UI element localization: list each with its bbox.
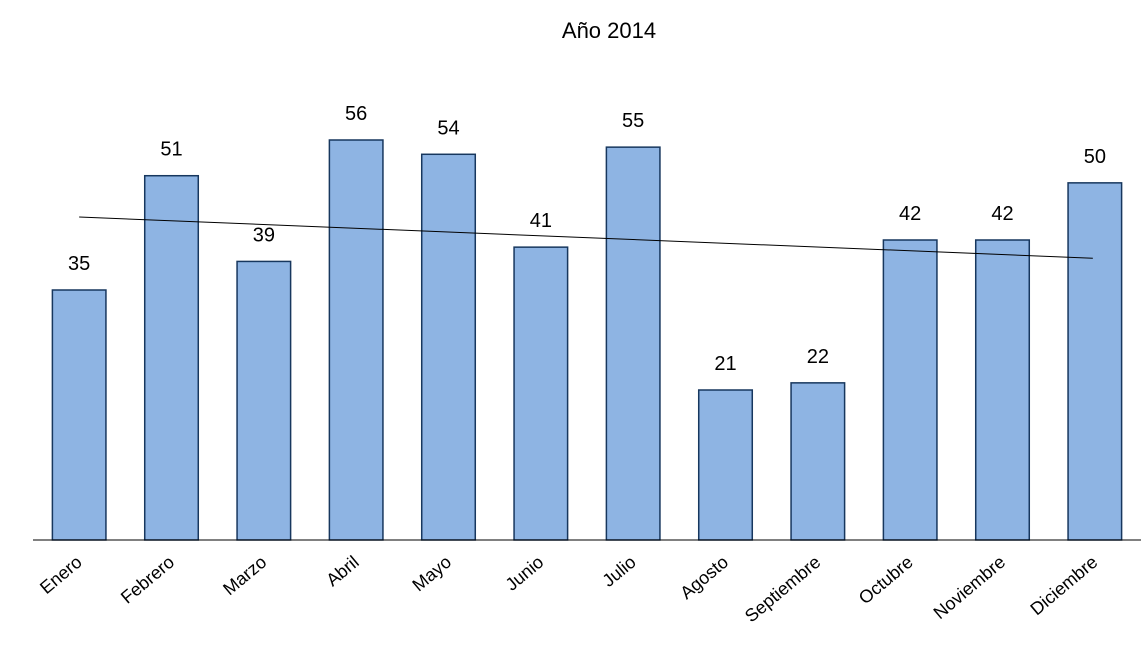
data-label: 56 <box>345 103 367 125</box>
bar-enero <box>51 289 107 541</box>
bar-febrero <box>143 174 200 541</box>
x-tick-label: Marzo <box>219 552 270 599</box>
bar-octubre <box>882 239 938 541</box>
data-label: 54 <box>437 117 459 139</box>
x-tick-label: Enero <box>36 552 86 598</box>
x-tick-label: Julio <box>599 552 640 591</box>
bars-group <box>51 139 1123 541</box>
chart-title: Año 2014 <box>562 18 656 43</box>
data-label: 39 <box>253 224 275 246</box>
bar-agosto <box>697 389 754 541</box>
data-label: 41 <box>530 210 552 232</box>
x-tick-label: Abril <box>322 552 362 590</box>
x-tick-label: Diciembre <box>1026 552 1101 619</box>
bar-julio <box>605 146 661 541</box>
trend-line <box>79 216 1093 259</box>
data-label: 21 <box>714 353 736 375</box>
bar-junio <box>513 246 569 541</box>
x-tick-label: Febrero <box>117 552 178 608</box>
bar-mayo <box>420 153 477 541</box>
bar-marzo <box>236 260 292 541</box>
bar-septiembre <box>790 382 846 541</box>
x-tick-labels-group: Enero Febrero Marzo Abril Mayo Junio Julio Agos… <box>36 552 1101 626</box>
x-tick-label: Septiembre <box>741 552 824 626</box>
data-labels-group: 35 51 39 56 54 41 55 21 22 42 42 50 <box>68 103 1106 375</box>
x-tick-label: Junio <box>502 552 548 595</box>
data-label: 55 <box>622 110 644 132</box>
data-label: 42 <box>899 203 921 225</box>
bar-diciembre <box>1067 182 1123 541</box>
bar-noviembre <box>974 239 1031 541</box>
bar-abril <box>328 139 384 541</box>
x-tick-label: Noviembre <box>930 552 1010 623</box>
data-label: 35 <box>68 253 90 275</box>
x-tick-label: Agosto <box>676 552 732 603</box>
x-tick-label: Octubre <box>855 552 917 608</box>
data-label: 22 <box>807 346 829 368</box>
data-label: 51 <box>160 139 182 161</box>
data-label: 50 <box>1084 146 1106 168</box>
data-label: 42 <box>991 203 1013 225</box>
x-tick-label: Mayo <box>408 552 455 596</box>
